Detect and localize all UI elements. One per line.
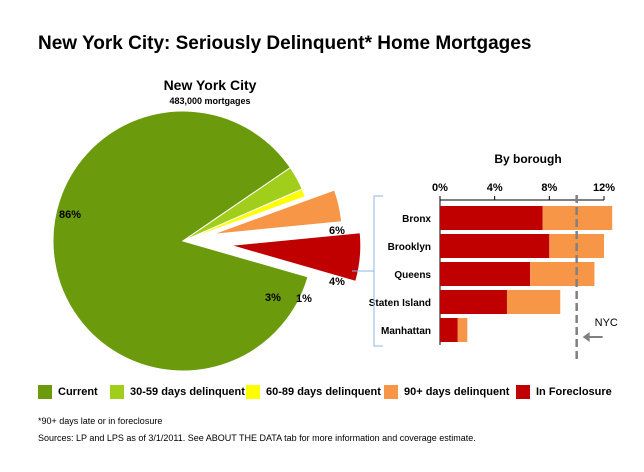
- pie-title: New York City: [163, 77, 257, 93]
- legend-label: In Foreclosure: [536, 386, 612, 398]
- pie-slice-90-days-delinquent: [212, 189, 343, 235]
- pie-subtitle: 483,000 mortgages: [169, 96, 251, 106]
- bar-90-days-delinquent-queens: [530, 262, 595, 286]
- bar-chart-title: By borough: [494, 152, 562, 166]
- pie-value-label: 86%: [59, 209, 81, 221]
- x-tick-label: 0%: [432, 182, 448, 194]
- source-note: Sources: LP and LPS as of 3/1/2011. See …: [38, 433, 476, 443]
- nyc-label: NYC: [595, 317, 618, 329]
- bar-in-foreclosure-brooklyn: [440, 234, 550, 258]
- page-title: New York City: Seriously Delinquent* Hom…: [38, 33, 532, 54]
- legend-item-90-days-delinquent: 90+ days delinquent: [384, 385, 509, 399]
- legend-swatch: [110, 385, 124, 399]
- legend-swatch: [246, 385, 260, 399]
- legend-item-60-89-days-delinquent: 60-89 days delinquent: [246, 385, 381, 399]
- bracket: [373, 195, 383, 347]
- pie-value-label: 4%: [329, 276, 345, 288]
- pie-value-label: 3%: [265, 292, 281, 304]
- nyc-arrow-head: [582, 332, 590, 342]
- category-label: Staten Island: [369, 298, 431, 309]
- bar-in-foreclosure-bronx: [440, 206, 543, 230]
- bar-in-foreclosure-queens: [440, 262, 531, 286]
- bar-90-days-delinquent-staten-island: [506, 290, 561, 314]
- legend-swatch: [38, 385, 52, 399]
- legend-label: Current: [58, 386, 98, 398]
- bar-in-foreclosure-manhattan: [440, 318, 458, 342]
- x-tick-label: 8%: [541, 182, 557, 194]
- category-label: Manhattan: [381, 326, 431, 337]
- pie-value-label: 1%: [296, 293, 312, 305]
- legend-label: 90+ days delinquent: [404, 386, 510, 398]
- legend-swatch: [516, 385, 530, 399]
- legend-item-in-foreclosure: In Foreclosure: [516, 385, 612, 399]
- legend-item-30-59-days-delinquent: 30-59 days delinquent: [110, 385, 245, 399]
- category-label: Queens: [394, 270, 431, 281]
- x-tick-label: 4%: [487, 182, 503, 194]
- legend-label: 30-59 days delinquent: [130, 386, 245, 398]
- pie-value-label: 6%: [329, 225, 345, 237]
- legend-label: 60-89 days delinquent: [266, 386, 381, 398]
- bar-in-foreclosure-staten-island: [440, 290, 507, 314]
- category-label: Bronx: [402, 214, 431, 225]
- legend-item-current: Current: [38, 385, 98, 399]
- category-label: Brooklyn: [388, 242, 431, 253]
- bar-90-days-delinquent-manhattan: [457, 318, 468, 342]
- pie-slice-current: [52, 110, 309, 372]
- pie-slice-60-89-days-delinquent: [182, 188, 306, 242]
- pie-slice-in-foreclosure: [230, 232, 362, 282]
- legend-swatch: [384, 385, 398, 399]
- x-tick-label: 12%: [593, 182, 615, 194]
- footnote: *90+ days late or in foreclosure: [38, 416, 163, 426]
